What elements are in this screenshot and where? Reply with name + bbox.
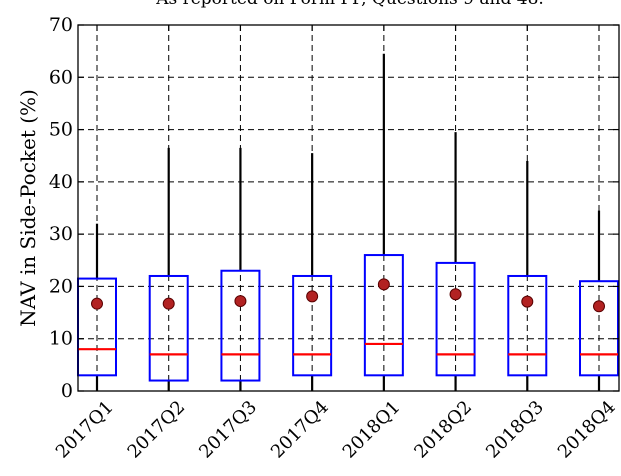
- mean-marker: [377, 278, 390, 291]
- mean-marker: [162, 297, 175, 310]
- x-tick-label: 2018Q3: [482, 397, 548, 463]
- y-tick-label: 60: [49, 66, 73, 88]
- grid-lines: [78, 25, 619, 391]
- mean-marker: [306, 290, 319, 303]
- box: [148, 274, 189, 382]
- x-tick-label: 2017Q1: [52, 397, 118, 463]
- y-axis-label: NAV in Side-Pocket (%): [16, 89, 40, 327]
- mean-marker: [234, 295, 247, 308]
- y-tick-label: 50: [49, 119, 73, 141]
- box: [507, 274, 548, 377]
- x-tick-label: 2017Q4: [267, 397, 333, 463]
- box: [363, 254, 404, 377]
- box: [292, 274, 333, 377]
- mean-marker: [91, 297, 103, 310]
- chart-title: As reported on Form PF, Questions 9 and …: [155, 0, 544, 9]
- box: [579, 280, 619, 377]
- x-axis: 2017Q1 2017Q2 2017Q3 2017Q4 2018Q1 2018Q2 2018…: [52, 25, 620, 463]
- x-tick-label: 2018Q2: [410, 397, 476, 463]
- mean-marker: [593, 300, 605, 313]
- y-tick-label: 30: [49, 223, 73, 245]
- x-tick-label: 2018Q1: [339, 397, 405, 463]
- box: [220, 269, 261, 382]
- mean-marker: [449, 288, 462, 301]
- plot-frame: [77, 24, 620, 392]
- y-tick-label: 70: [49, 14, 73, 36]
- y-tick-label: 0: [61, 380, 73, 402]
- y-tick-label: 20: [49, 275, 73, 297]
- x-tick-label: 2018Q4: [554, 397, 620, 463]
- box: [435, 261, 476, 377]
- boxes: [77, 53, 619, 391]
- x-tick-label: 2017Q2: [124, 397, 190, 463]
- x-tick-label: 2017Q3: [195, 397, 261, 463]
- mean-marker: [521, 295, 534, 308]
- y-tick-label: 40: [49, 171, 73, 193]
- y-axis: 0 10 20 30 40 50 60 70: [49, 14, 619, 402]
- y-tick-label: 10: [49, 328, 73, 350]
